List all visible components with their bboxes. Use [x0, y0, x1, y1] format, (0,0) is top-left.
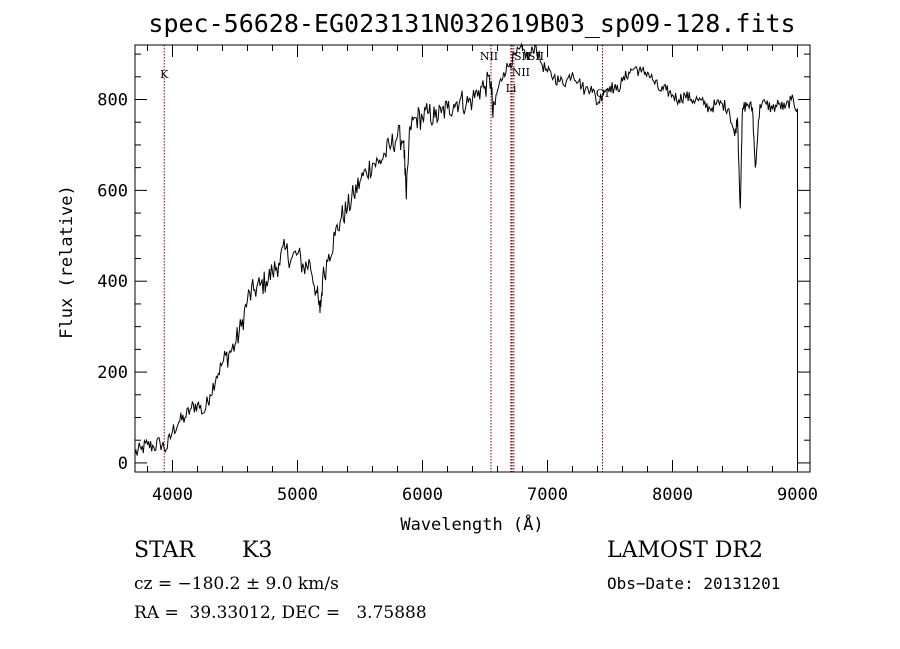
spectrum-line — [134, 42, 798, 470]
x-axis-label: Wavelength (Å) — [400, 513, 543, 535]
axis-ticks — [135, 45, 810, 472]
y-tick-label: 400 — [97, 272, 128, 292]
x-tick-label: 4000 — [152, 485, 193, 505]
x-tick-label: 8000 — [652, 485, 693, 505]
object-class: STAR — [134, 538, 195, 563]
observation-date: Obs−Date: 20131201 — [607, 574, 781, 593]
chart-title: spec-56628-EG023131N032619B03_sp09-128.f… — [148, 9, 795, 38]
line-marker-label: Li — [506, 82, 517, 95]
y-tick-label: 0 — [118, 454, 128, 474]
plot-frame — [134, 44, 811, 473]
survey-name: LAMOST DR2 — [607, 538, 763, 563]
line-marker-label: NII — [480, 50, 498, 63]
y-tick-label: 800 — [97, 91, 128, 111]
line-marker-label: NII — [512, 66, 530, 79]
redshift-cz: cz = −180.2 ± 9.0 km/s — [134, 574, 339, 594]
y-tick-label: 200 — [97, 363, 128, 383]
x-tick-label: 9000 — [777, 485, 818, 505]
tick-labels: 4000 5000 6000 7000 8000 9000 0 200 400 600 800 — [97, 91, 818, 505]
coordinates: RA = 39.33012, DEC = 3.75888 — [134, 603, 427, 623]
y-axis-label: Flux (relative) — [57, 185, 77, 339]
x-tick-label: 6000 — [402, 485, 443, 505]
object-subclass: K3 — [242, 538, 273, 563]
line-marker-label: K — [160, 68, 169, 81]
line-marker-label: SII — [528, 50, 544, 63]
x-tick-label: 5000 — [277, 485, 318, 505]
y-tick-label: 600 — [97, 181, 128, 201]
x-tick-label: 7000 — [527, 485, 568, 505]
